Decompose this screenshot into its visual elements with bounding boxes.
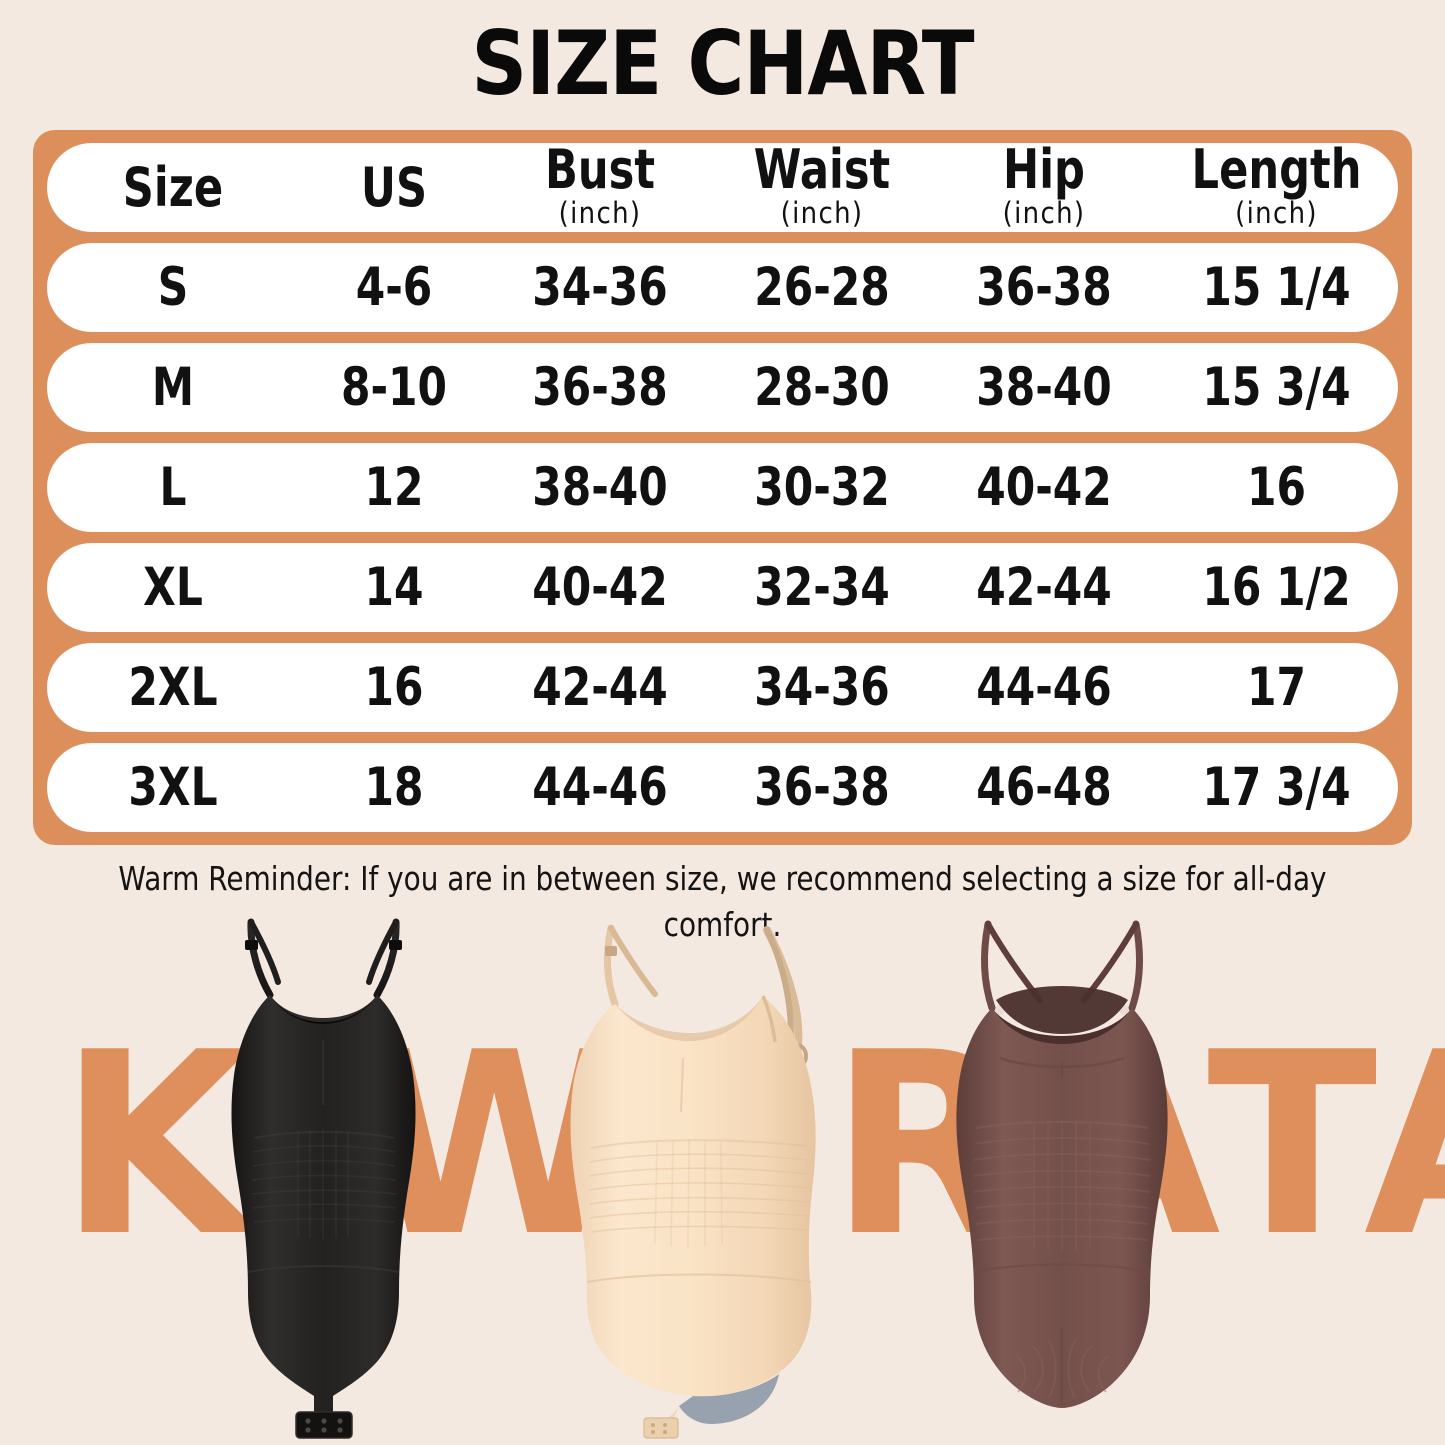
column-header-length: Length (inch)	[1179, 143, 1373, 232]
cell-us: 14	[364, 556, 424, 618]
black-bodysuit-image	[196, 900, 451, 1445]
cell-bust: 44-46	[532, 756, 668, 818]
cell-length: 17	[1246, 656, 1306, 718]
column-header-us: US	[318, 160, 470, 215]
cell-size: S	[157, 256, 189, 318]
cell-waist: 34-36	[754, 656, 890, 718]
cell-length: 16 1/2	[1202, 556, 1351, 618]
column-header-hip-unit: (inch)	[1002, 196, 1086, 230]
column-header-waist: Waist (inch)	[733, 143, 911, 232]
size-chart-table: Size US Bust (inch) Waist (inch) Hip (in…	[33, 130, 1412, 845]
cell-us: 8-10	[340, 356, 448, 418]
cell-hip: 44-46	[976, 656, 1112, 718]
cell-us: 18	[364, 756, 424, 818]
table-row: M 8-10 36-38 28-30 38-40 15 3/4	[47, 343, 1398, 432]
table-row: S 4-6 34-36 26-28 36-38 15 1/4	[47, 243, 1398, 332]
table-row: 3XL 18 44-46 36-38 46-48 17 3/4	[47, 743, 1398, 832]
cell-us: 16	[364, 656, 424, 718]
cell-length: 16	[1246, 456, 1306, 518]
cell-waist: 36-38	[754, 756, 890, 818]
cell-waist: 30-32	[754, 456, 890, 518]
column-header-bust-unit: (inch)	[558, 196, 642, 230]
cell-bust: 34-36	[532, 256, 668, 318]
cell-bust: 38-40	[532, 456, 668, 518]
cell-hip: 36-38	[976, 256, 1112, 318]
column-header-bust: Bust (inch)	[511, 143, 689, 232]
column-header-size: Size	[72, 160, 274, 215]
cell-hip: 46-48	[976, 756, 1112, 818]
column-header-length-label: Length	[1191, 138, 1362, 201]
cell-length: 17 3/4	[1202, 756, 1351, 818]
column-header-bust-label: Bust	[544, 138, 656, 201]
cell-size: 2XL	[128, 656, 218, 718]
column-header-length-unit: (inch)	[1235, 196, 1318, 230]
cell-hip: 42-44	[976, 556, 1112, 618]
page-title: SIZE CHART	[471, 12, 974, 115]
cell-size: L	[159, 456, 187, 518]
column-header-waist-unit: (inch)	[780, 196, 864, 230]
cell-waist: 28-30	[754, 356, 890, 418]
cell-bust: 36-38	[532, 356, 668, 418]
cell-hip: 40-42	[976, 456, 1112, 518]
cell-hip: 38-40	[976, 356, 1112, 418]
column-header-hip: Hip (inch)	[955, 143, 1133, 232]
cell-bust: 40-42	[532, 556, 668, 618]
cell-waist: 32-34	[754, 556, 890, 618]
column-header-us-label: US	[360, 155, 428, 219]
table-header-row: Size US Bust (inch) Waist (inch) Hip (in…	[47, 143, 1398, 232]
cell-size: XL	[143, 556, 203, 618]
column-header-hip-label: Hip	[1003, 138, 1085, 201]
cell-us: 12	[364, 456, 424, 518]
table-row: XL 14 40-42 32-34 42-44 16 1/2	[47, 543, 1398, 632]
table-row: 2XL 16 42-44 34-36 44-46 17	[47, 643, 1398, 732]
cell-size: 3XL	[128, 756, 218, 818]
brown-bodysuit-image	[930, 900, 1195, 1445]
cell-length: 15 1/4	[1202, 256, 1351, 318]
column-header-size-label: Size	[122, 155, 224, 219]
cell-size: M	[151, 356, 195, 418]
warm-reminder-note: Warm Reminder: If you are in between siz…	[118, 859, 1327, 944]
column-header-waist-label: Waist	[753, 138, 891, 201]
cell-bust: 42-44	[532, 656, 668, 718]
cell-length: 15 3/4	[1202, 356, 1351, 418]
beige-bodysuit-image	[545, 900, 845, 1445]
cell-us: 4-6	[355, 256, 433, 318]
table-row: L 12 38-40 30-32 40-42 16	[47, 443, 1398, 532]
cell-waist: 26-28	[754, 256, 890, 318]
